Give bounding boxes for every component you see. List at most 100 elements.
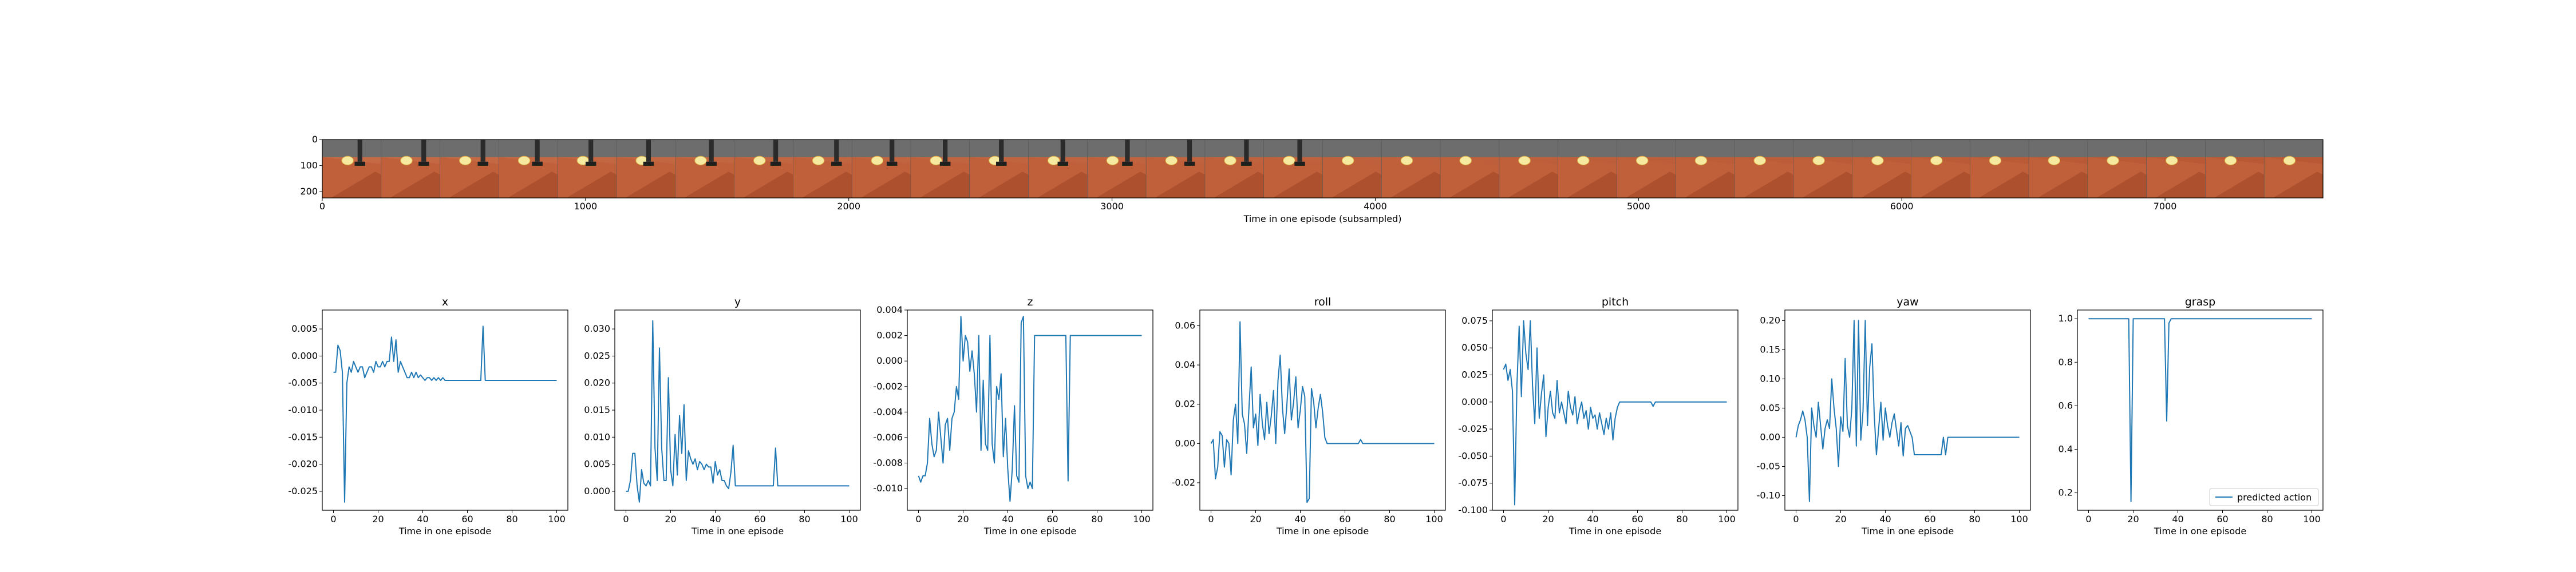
episode-frame <box>616 140 675 198</box>
y-tick-label: 0.00 <box>1760 431 1780 442</box>
frame-object <box>341 156 354 165</box>
episode-frame <box>2205 140 2265 198</box>
y-tick-label: 0.04 <box>1175 359 1195 370</box>
x-tick-label: 100 <box>2303 514 2321 525</box>
x-tick-label: 4000 <box>1364 201 1387 212</box>
frame-wall <box>1440 140 1499 157</box>
series-line <box>1210 321 1435 503</box>
legend-box <box>2209 488 2319 506</box>
frame-wall <box>852 140 911 157</box>
series-line <box>918 316 1142 502</box>
frame-object <box>2224 156 2237 165</box>
frame-object <box>1047 156 1060 165</box>
frame-gripper-fingers <box>532 161 543 166</box>
frame-wall <box>2029 140 2088 157</box>
axes-frame <box>1199 309 1446 511</box>
frame-table-shadow <box>1273 172 1323 198</box>
frame-wall <box>910 140 970 157</box>
x-tick-label: 2000 <box>837 201 860 212</box>
series-line <box>626 320 850 503</box>
frame-table-shadow <box>1743 172 1793 198</box>
x-tick-label: 0 <box>319 201 325 212</box>
frame-gripper <box>646 140 651 162</box>
y-tick-label: -0.005 <box>288 378 318 388</box>
y-tick-label: 0.4 <box>2059 443 2073 454</box>
x-tick-label: 60 <box>461 514 473 525</box>
frame-object <box>1224 156 1236 165</box>
episode-frame <box>1675 140 1735 198</box>
frame-gripper-fingers <box>706 161 717 166</box>
frame-table-shadow <box>1214 172 1264 198</box>
frame-gripper <box>1060 140 1065 162</box>
y-tick-label: -0.100 <box>1458 505 1488 515</box>
frame-table-shadow <box>449 172 499 198</box>
y-tick-label: 0.010 <box>584 431 610 442</box>
frame-wall <box>440 140 499 157</box>
plot-area <box>2077 310 2323 510</box>
episode-frame <box>1263 140 1323 198</box>
y-tick-label: -0.020 <box>288 459 318 470</box>
subplot-x: 0 20 40 60 80 100 -0.025 -0.020 -0.015 -0.010 -0.0… <box>288 296 568 537</box>
subplot-grasp: 0 20 40 60 80 100 0.2 0.4 0.6 0.8 1.0 grasp Time in … <box>2059 296 2324 537</box>
episode-frame <box>381 140 440 198</box>
subplot-y: 0 20 40 60 80 100 0.000 0.005 0.010 0.015 0.020 0.0… <box>584 296 861 537</box>
frame-object <box>1518 156 1531 165</box>
frame-table-shadow <box>1390 172 1441 198</box>
frame-table-shadow <box>2273 172 2323 198</box>
y-tick-label: 0.8 <box>2059 356 2073 367</box>
x-tick-label: 20 <box>372 514 384 525</box>
frame-table-shadow <box>1508 172 1558 198</box>
x-tick-label: 40 <box>1294 514 1306 525</box>
subplot-title: y <box>734 296 741 308</box>
x-tick-label: 100 <box>840 514 858 525</box>
frame-wall <box>1499 140 1558 157</box>
subplot-title: grasp <box>2185 296 2215 308</box>
frame-strip <box>322 140 2323 198</box>
plot-area <box>1492 310 1738 510</box>
x-axis-label: Time in one episode <box>691 526 784 537</box>
frame-gripper <box>1125 140 1130 162</box>
x-axis-label: Time in one episode <box>1861 526 1954 537</box>
x-tick-label: 100 <box>2010 514 2028 525</box>
frame-wall <box>1087 140 1147 157</box>
episode-frame <box>1969 140 2029 198</box>
frame-gripper-fingers <box>1294 161 1305 166</box>
x-tick-label: 80 <box>2261 514 2273 525</box>
frame-table-shadow <box>1096 172 1147 198</box>
frame-wall <box>1617 140 1676 157</box>
x-tick-label: 6000 <box>1890 201 1914 212</box>
plot-area <box>322 310 568 510</box>
legend-label: predicted action <box>2237 492 2312 503</box>
subplot-title: yaw <box>1897 296 1918 308</box>
frame-table-shadow <box>1861 172 1911 198</box>
episode-frame <box>1204 140 1264 198</box>
x-tick-label: 3000 <box>1100 201 1124 212</box>
episode-frame <box>1793 140 1852 198</box>
frame-object <box>1635 156 1649 165</box>
frame-gripper <box>834 140 839 162</box>
x-tick-label: 80 <box>1384 514 1395 525</box>
frame-table-shadow <box>1037 172 1088 198</box>
y-tick-label: 0.000 <box>876 355 903 366</box>
y-tick-label: -0.015 <box>288 431 318 442</box>
y-tick-label: 0.005 <box>291 323 318 334</box>
x-tick-label: 100 <box>1425 514 1443 525</box>
episode-frame <box>557 140 617 198</box>
frame-wall <box>1911 140 1970 157</box>
action-subplots: 0 20 40 60 80 100-0.025-0.020-0.015-0.010-0.0… <box>288 296 2324 537</box>
x-tick-label: 100 <box>1718 514 1736 525</box>
frame-table-shadow <box>684 172 734 198</box>
x-tick-label: 0 <box>915 514 921 525</box>
series-line <box>2088 318 2312 502</box>
subplot-roll: 0 20 40 60 80 100 -0.02 0.00 0.02 0.04 0.06 roll Tim… <box>1172 296 1446 537</box>
x-axis-label: Time in one episode <box>983 526 1076 537</box>
frame-object <box>2166 156 2178 165</box>
frame-table-shadow <box>919 172 970 198</box>
legend: predicted action <box>2209 488 2319 506</box>
y-tick-label: 0.02 <box>1175 399 1195 410</box>
y-tick-label: -0.10 <box>1757 490 1780 500</box>
frame-gripper <box>535 140 540 162</box>
y-tick-label: 0.000 <box>1461 396 1488 407</box>
frame-gripper <box>890 140 895 162</box>
frame-table-shadow <box>2096 172 2147 198</box>
